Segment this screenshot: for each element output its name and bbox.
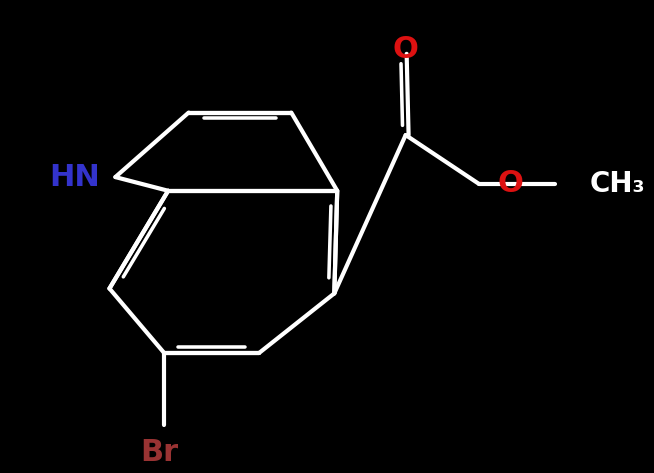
Text: Br: Br [140,438,179,467]
Text: CH₃: CH₃ [589,170,645,198]
Text: HN: HN [49,163,99,192]
Text: O: O [392,35,419,63]
Text: O: O [497,169,523,198]
